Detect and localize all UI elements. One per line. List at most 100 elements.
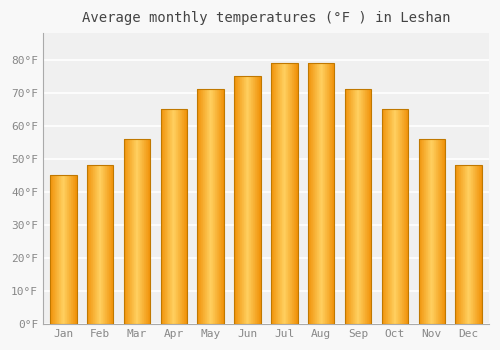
Bar <box>351 89 352 324</box>
Bar <box>251 76 252 324</box>
Bar <box>88 166 89 324</box>
Bar <box>316 63 317 324</box>
Bar <box>74 175 75 324</box>
Bar <box>382 109 408 324</box>
Bar <box>326 63 327 324</box>
Bar <box>127 139 128 324</box>
Bar <box>242 76 243 324</box>
Bar <box>68 175 69 324</box>
Bar <box>422 139 423 324</box>
Bar <box>236 76 237 324</box>
Bar <box>275 63 276 324</box>
Bar <box>385 109 386 324</box>
Bar <box>456 166 458 324</box>
Bar <box>394 109 395 324</box>
Bar <box>362 89 364 324</box>
Bar <box>101 166 102 324</box>
Bar <box>164 109 165 324</box>
Bar <box>90 166 91 324</box>
Bar <box>279 63 280 324</box>
Bar <box>161 109 162 324</box>
Bar <box>273 63 274 324</box>
Bar <box>477 166 478 324</box>
Bar <box>402 109 403 324</box>
Bar <box>313 63 314 324</box>
Bar <box>442 139 443 324</box>
Bar <box>317 63 318 324</box>
Bar <box>69 175 70 324</box>
Bar <box>91 166 92 324</box>
Bar <box>95 166 96 324</box>
Bar <box>141 139 142 324</box>
Bar <box>280 63 281 324</box>
Bar <box>185 109 186 324</box>
Bar <box>235 76 236 324</box>
Bar <box>71 175 72 324</box>
Bar <box>181 109 182 324</box>
Bar <box>437 139 438 324</box>
Bar <box>65 175 66 324</box>
Bar <box>169 109 170 324</box>
Bar <box>332 63 333 324</box>
Bar <box>72 175 73 324</box>
Bar <box>418 139 419 324</box>
Bar <box>291 63 292 324</box>
Bar <box>70 175 71 324</box>
Bar <box>366 89 368 324</box>
Bar <box>126 139 127 324</box>
Bar <box>406 109 407 324</box>
Bar <box>290 63 291 324</box>
Bar <box>256 76 257 324</box>
Bar <box>254 76 255 324</box>
Bar <box>167 109 168 324</box>
Bar <box>174 109 175 324</box>
Bar <box>430 139 431 324</box>
Bar <box>423 139 424 324</box>
Bar <box>390 109 391 324</box>
Bar <box>182 109 183 324</box>
Bar <box>62 175 63 324</box>
Bar <box>260 76 261 324</box>
Bar <box>135 139 136 324</box>
Bar <box>386 109 387 324</box>
Bar <box>92 166 93 324</box>
Bar <box>177 109 178 324</box>
Bar <box>144 139 145 324</box>
Bar <box>146 139 147 324</box>
Bar <box>308 63 334 324</box>
Bar <box>282 63 283 324</box>
Bar <box>436 139 437 324</box>
Bar <box>87 166 88 324</box>
Bar <box>360 89 362 324</box>
Bar <box>67 175 68 324</box>
Bar <box>89 166 90 324</box>
Bar <box>129 139 130 324</box>
Bar <box>198 89 224 324</box>
Bar <box>100 166 101 324</box>
Bar <box>274 63 275 324</box>
Bar <box>328 63 329 324</box>
Bar <box>434 139 435 324</box>
Bar <box>246 76 247 324</box>
Bar <box>99 166 100 324</box>
Bar <box>238 76 239 324</box>
Bar <box>278 63 279 324</box>
Bar <box>124 139 150 324</box>
Bar <box>234 76 261 324</box>
Bar <box>289 63 290 324</box>
Bar <box>314 63 315 324</box>
Bar <box>462 166 464 324</box>
Bar <box>214 89 216 324</box>
Bar <box>50 175 76 324</box>
Bar <box>131 139 132 324</box>
Bar <box>110 166 112 324</box>
Bar <box>405 109 406 324</box>
Bar <box>98 166 99 324</box>
Bar <box>259 76 260 324</box>
Bar <box>172 109 173 324</box>
Bar <box>476 166 477 324</box>
Bar <box>292 63 293 324</box>
Bar <box>183 109 184 324</box>
Bar <box>312 63 313 324</box>
Bar <box>102 166 104 324</box>
